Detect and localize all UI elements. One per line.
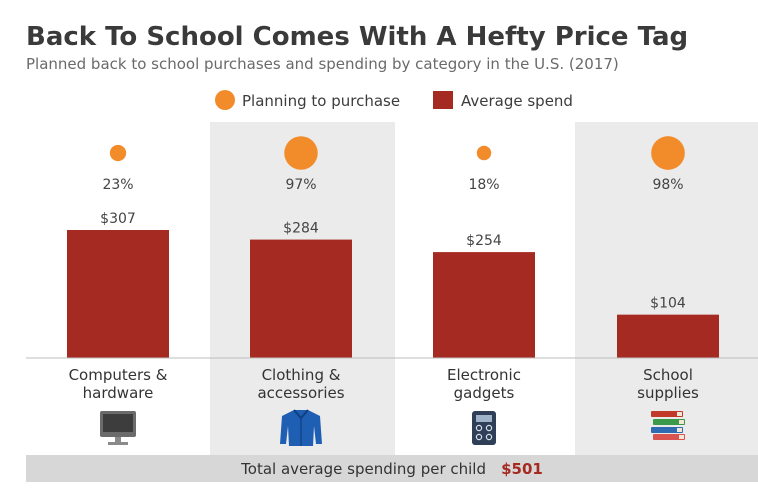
- planning-dot-electronic-gadgets: [476, 145, 492, 161]
- bar-value-label: $254: [466, 233, 502, 249]
- monitor-icon: [100, 411, 136, 445]
- calculator-icon: [472, 411, 496, 445]
- books-icon: [651, 411, 685, 440]
- bar-computers-hardware: [67, 230, 169, 358]
- legend-spend-label: Average spend: [461, 92, 573, 110]
- category-label: Computers &: [69, 366, 168, 384]
- legend: Planning to purchase Average spend: [215, 90, 573, 110]
- footer: Total average spending per child $501: [26, 455, 758, 482]
- bar-electronic-gadgets: [433, 252, 535, 358]
- category-label: hardware: [83, 384, 154, 402]
- category-label: supplies: [637, 384, 699, 402]
- planning-dot-school-supplies: [651, 136, 685, 170]
- category-label: gadgets: [454, 384, 515, 402]
- planning-pct-label: 98%: [652, 177, 683, 193]
- planning-dot-clothing-accessories: [284, 136, 318, 170]
- category-label: Clothing &: [262, 366, 341, 384]
- chart-title: Back To School Comes With A Hefty Price …: [26, 22, 688, 52]
- footer-label: Total average spending per child: [240, 460, 486, 478]
- bar-clothing-accessories: [250, 239, 352, 358]
- chart-marks: $307 23% Computers &hardware $284 97% Clothin…: [67, 136, 719, 402]
- legend-planning-marker: [215, 90, 235, 110]
- planning-pct-label: 23%: [102, 177, 133, 193]
- bar-value-label: $104: [650, 296, 686, 312]
- planning-dot-computers-hardware: [109, 144, 127, 162]
- footer-total: $501: [501, 460, 543, 478]
- category-label: accessories: [257, 384, 344, 402]
- shaded-band: [575, 122, 758, 455]
- planning-pct-label: 18%: [468, 177, 499, 193]
- bar-school-supplies: [617, 314, 719, 358]
- category-label: School: [643, 366, 693, 384]
- footer-bar: [26, 455, 758, 482]
- planning-pct-label: 97%: [285, 177, 316, 193]
- chart-subtitle: Planned back to school purchases and spe…: [26, 55, 619, 73]
- category-icons: [100, 409, 685, 446]
- bar-value-label: $307: [100, 211, 136, 227]
- shirt-icon: [280, 409, 322, 446]
- bar-value-label: $284: [283, 221, 319, 237]
- legend-spend-marker: [433, 91, 453, 109]
- category-label: Electronic: [447, 366, 521, 384]
- footer-text: Total average spending per child $501: [240, 459, 543, 478]
- legend-planning-label: Planning to purchase: [242, 92, 400, 110]
